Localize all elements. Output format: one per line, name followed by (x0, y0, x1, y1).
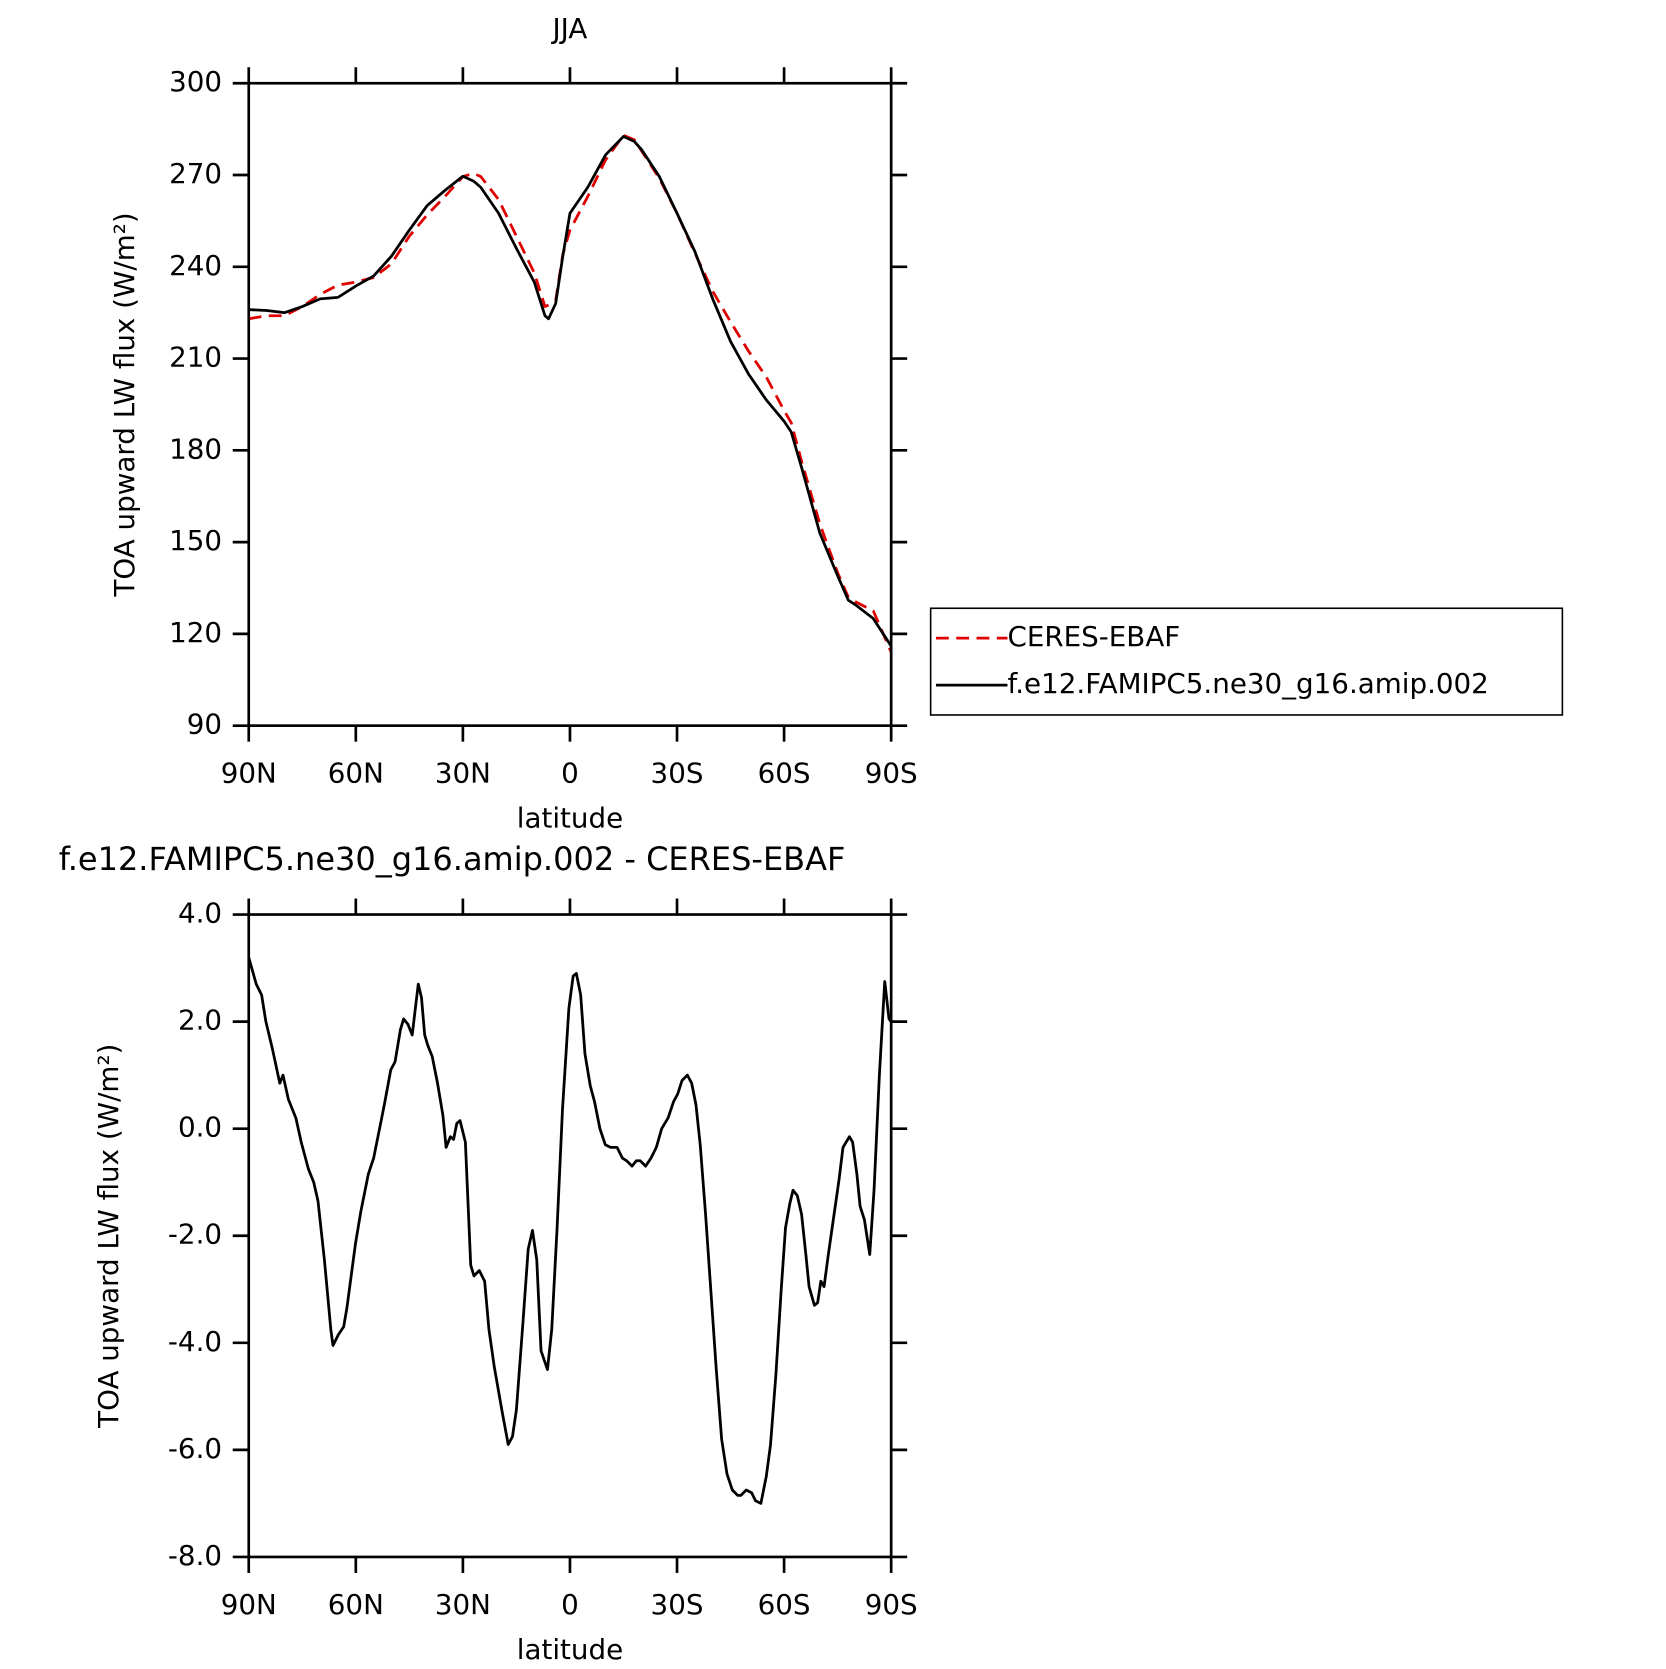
y-tick-label: 270 (169, 157, 222, 190)
y-tick-label: 90 (187, 708, 222, 741)
y-tick-label: 210 (169, 341, 222, 374)
y-axis-label: TOA upward LW flux (W/m²) (92, 1044, 125, 1429)
y-tick-label: -4.0 (168, 1325, 222, 1358)
data-line (248, 133, 893, 653)
y-tick-label: 4.0 (178, 897, 222, 930)
x-tick-label: 30N (435, 757, 491, 790)
chart-title: f.e12.FAMIPC5.ne30_g16.amip.002 - CERES-… (59, 840, 846, 878)
y-tick-label: 150 (169, 524, 222, 557)
x-tick-label: 90S (865, 757, 918, 790)
x-tick-label: 0 (561, 757, 579, 790)
y-tick-label: 0.0 (178, 1111, 222, 1144)
legend-label: CERES-EBAF (1007, 620, 1180, 653)
x-tick-label: 90N (221, 1588, 277, 1621)
x-tick-label: 60S (758, 757, 811, 790)
x-tick-label: 90S (865, 1588, 918, 1621)
y-tick-label: -2.0 (168, 1218, 222, 1251)
y-axis-label: TOA upward LW flux (W/m²) (108, 212, 141, 597)
plot-frame (247, 81, 893, 727)
y-tick-label: 180 (169, 432, 222, 465)
legend-box (929, 607, 1564, 716)
data-line (247, 956, 893, 1505)
x-tick-label: 30N (435, 1588, 491, 1621)
data-line (248, 135, 893, 647)
x-tick-label: 30S (651, 757, 704, 790)
y-tick-label: 240 (169, 249, 222, 282)
x-tick-label: 60N (328, 757, 384, 790)
y-tick-label: 300 (169, 65, 222, 98)
x-tick-label: 0 (561, 1588, 579, 1621)
x-axis-label: latitude (517, 1633, 623, 1666)
x-tick-label: 60N (328, 1588, 384, 1621)
legend-label: f.e12.FAMIPC5.ne30_g16.amip.002 (1007, 667, 1488, 700)
y-tick-label: 120 (169, 616, 222, 649)
y-tick-label: -8.0 (168, 1539, 222, 1572)
x-tick-label: 90N (221, 757, 277, 790)
x-tick-label: 30S (651, 1588, 704, 1621)
y-tick-label: -6.0 (168, 1432, 222, 1465)
x-tick-label: 60S (758, 1588, 811, 1621)
chart-title: JJA (551, 12, 588, 45)
x-axis-label: latitude (517, 802, 623, 835)
y-tick-label: 2.0 (178, 1004, 222, 1037)
